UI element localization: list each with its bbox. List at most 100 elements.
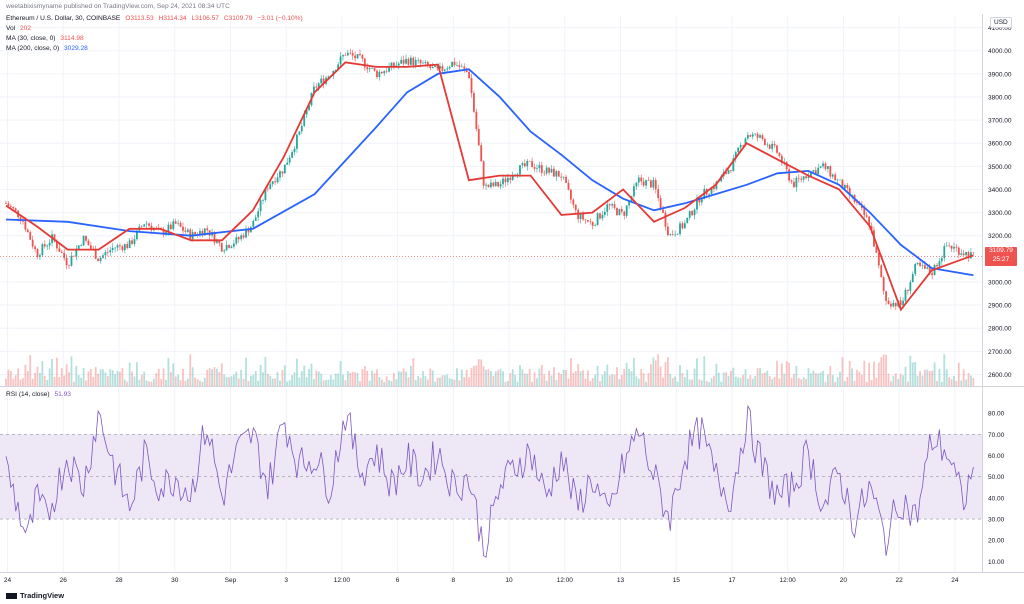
volume-bar [240, 369, 243, 386]
volume-bar [611, 374, 614, 386]
candle-body [485, 184, 487, 186]
candle-body [257, 211, 260, 218]
candle-body [177, 222, 180, 224]
volume-bar [75, 365, 78, 386]
candle-body [773, 143, 776, 146]
candle-body [303, 114, 306, 126]
time-tick-label: 30 [171, 577, 179, 584]
price-tick-label: 3500.00 [988, 164, 1012, 171]
time-tick-label: 20 [840, 577, 848, 584]
ma200-line [5, 68, 974, 277]
candle-body [596, 213, 599, 226]
volume-bar [625, 362, 628, 386]
volume-bar [41, 361, 44, 386]
candle-body [126, 244, 129, 249]
volume-bar [376, 369, 378, 386]
candle-body [431, 66, 434, 69]
candle-body [502, 178, 504, 185]
volume-bar [157, 368, 160, 386]
symbol-legend[interactable]: Ethereum / U.S. Dollar, 30, COINBASE O31… [6, 15, 306, 23]
candle-body [487, 184, 490, 188]
candle-body [300, 125, 303, 132]
candle-body [843, 185, 846, 189]
volume-bar [72, 381, 75, 386]
volume-bar [899, 373, 902, 386]
candle-body [373, 67, 376, 71]
volume-bar [875, 377, 878, 386]
volume-bar [703, 356, 706, 386]
candle-body [623, 211, 626, 216]
volume-bar [89, 368, 92, 386]
price-tick-label: 3000.00 [988, 279, 1012, 286]
volume-bar [705, 381, 708, 386]
candle-body [594, 225, 597, 226]
volume-bar [911, 362, 914, 386]
volume-bar [754, 375, 757, 386]
candle-body [216, 239, 218, 243]
volume-bar [167, 358, 170, 386]
rsi-legend[interactable]: RSI (14, close) 51.93 [6, 391, 74, 399]
volume-legend[interactable]: Vol 202 [6, 25, 34, 33]
volume-bar [839, 371, 841, 386]
candle-body [363, 58, 366, 68]
candle-body [846, 185, 849, 189]
candle-body [679, 223, 681, 235]
candle-body [259, 200, 262, 212]
candle-body [608, 204, 611, 206]
volume-bar [567, 378, 570, 386]
volume-bar [460, 369, 463, 386]
candle-body [14, 208, 17, 211]
currency-button[interactable]: USD [990, 17, 1012, 28]
volume-bar [19, 379, 22, 386]
candle-body [317, 83, 320, 88]
volume-bar [962, 369, 965, 386]
candle-body [555, 171, 558, 177]
candle-body [613, 204, 616, 208]
price-tick-label: 2600.00 [988, 372, 1012, 379]
ma200-label: MA (200, close, 0) [6, 45, 60, 52]
candle-body [436, 65, 439, 69]
volume-bar [797, 378, 800, 386]
candle-body [293, 148, 296, 153]
volume-bar [390, 381, 393, 386]
candle-body [940, 258, 943, 262]
price-tick-label: 2800.00 [988, 326, 1012, 333]
ma200-legend[interactable]: MA (200, close, 0) 3029.28 [6, 45, 91, 53]
volume-bar [773, 376, 776, 386]
candle-body [346, 52, 349, 56]
volume-bar [890, 381, 892, 386]
ma30-legend[interactable]: MA (30, close, 0) 3114.98 [6, 35, 87, 43]
volume-bar [894, 373, 897, 386]
candle-body [439, 66, 441, 69]
volume-bar [77, 375, 80, 386]
candle-body [169, 224, 172, 230]
volume-bar [116, 371, 119, 386]
candle-body [424, 61, 427, 63]
volume-bar [698, 379, 701, 386]
symbol-title: Ethereum / U.S. Dollar, 30, COINBASE [6, 15, 121, 22]
volume-bar [780, 363, 783, 386]
tradingview-logo[interactable]: TradingView [6, 591, 64, 600]
volume-bar [676, 381, 679, 386]
volume-bar [426, 379, 429, 386]
candle-body [834, 174, 837, 181]
price-pane [0, 48, 982, 312]
candle-body [691, 211, 694, 216]
volume-bar [863, 360, 866, 386]
candle-body [240, 235, 243, 240]
volume-bar [805, 378, 807, 386]
candle-body [582, 213, 584, 220]
volume-bar [652, 357, 655, 386]
volume-bar [480, 359, 483, 386]
candle-body [945, 245, 948, 247]
candle-body [802, 176, 805, 180]
volume-bar [494, 371, 497, 386]
volume-bar [822, 370, 824, 386]
ma30-line [5, 61, 974, 312]
volume-bar [696, 358, 698, 386]
rsi-tick-label: 70.00 [988, 432, 1005, 439]
volume-bar [395, 379, 398, 386]
volume-bar [332, 379, 335, 386]
volume-bar [337, 373, 340, 386]
candle-body [836, 179, 839, 181]
